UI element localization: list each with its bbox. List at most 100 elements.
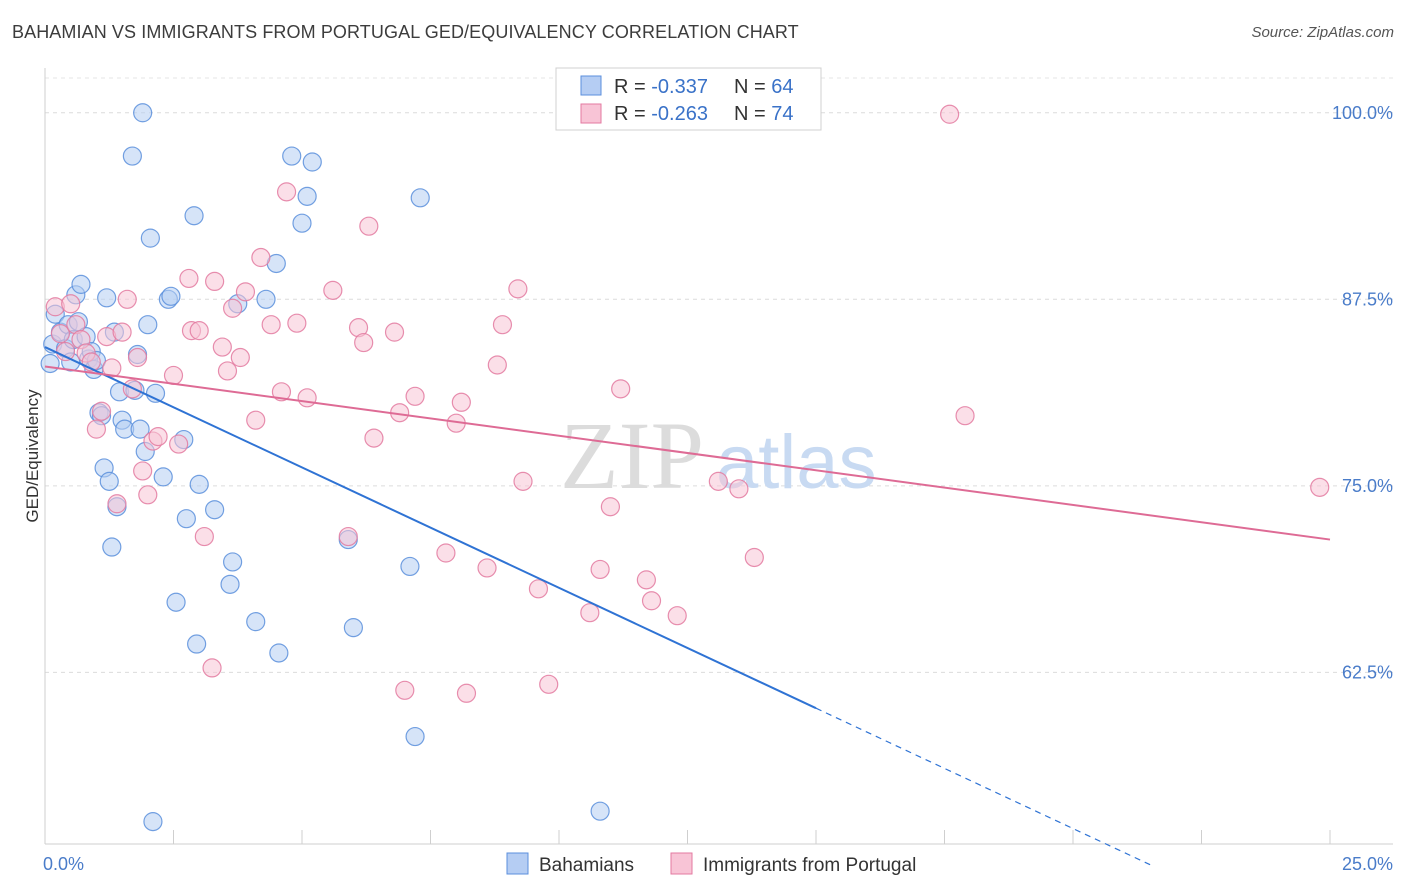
svg-text:R = -0.263: R = -0.263 bbox=[614, 103, 708, 125]
point-1-65 bbox=[611, 379, 631, 399]
point-1-47 bbox=[384, 322, 405, 342]
point-0-0 bbox=[40, 353, 60, 374]
point-1-20 bbox=[148, 427, 168, 447]
point-1-31 bbox=[223, 298, 243, 318]
x-tick-label-1: 25.0% bbox=[1342, 854, 1393, 874]
point-1-70 bbox=[729, 479, 749, 499]
point-1-17 bbox=[133, 461, 153, 481]
point-1-30 bbox=[217, 361, 238, 381]
y-tick-label-3: 100.0% bbox=[1332, 103, 1393, 123]
point-0-20 bbox=[99, 471, 119, 491]
axes bbox=[44, 68, 1393, 845]
point-0-40 bbox=[166, 592, 186, 612]
point-1-26 bbox=[194, 526, 214, 547]
svg-text:R = -0.337: R = -0.337 bbox=[614, 76, 708, 98]
point-1-57 bbox=[492, 315, 513, 335]
point-1-8 bbox=[86, 419, 107, 439]
point-1-41 bbox=[338, 526, 358, 547]
point-0-63 bbox=[590, 801, 610, 821]
point-1-9 bbox=[91, 401, 112, 421]
stats-r-bahamians: -0.337 bbox=[651, 76, 708, 98]
point-1-21 bbox=[163, 365, 184, 386]
point-1-49 bbox=[395, 680, 415, 700]
point-0-37 bbox=[153, 467, 173, 487]
point-0-48 bbox=[223, 552, 243, 572]
point-0-42 bbox=[176, 509, 196, 529]
point-1-72 bbox=[940, 104, 960, 124]
x-tick-label-0: 0.0% bbox=[43, 854, 84, 874]
stats-legend-swatch-bahamians bbox=[580, 75, 602, 96]
y-axis-label: GED/Equivalency bbox=[23, 389, 42, 523]
point-1-62 bbox=[580, 603, 600, 623]
point-1-32 bbox=[230, 347, 250, 368]
point-1-40 bbox=[297, 388, 317, 408]
point-0-43 bbox=[184, 206, 204, 226]
point-0-53 bbox=[269, 643, 289, 663]
point-0-27 bbox=[122, 146, 142, 166]
point-0-31 bbox=[133, 103, 153, 123]
point-1-16 bbox=[127, 347, 148, 368]
point-1-36 bbox=[261, 315, 281, 335]
point-1-34 bbox=[246, 410, 266, 430]
point-1-69 bbox=[708, 471, 728, 491]
point-0-33 bbox=[138, 315, 158, 335]
series-portugal-points bbox=[45, 104, 1330, 703]
point-0-61 bbox=[405, 726, 425, 747]
stats-legend-swatch-portugal bbox=[580, 103, 602, 124]
point-0-51 bbox=[256, 289, 276, 309]
point-1-35 bbox=[251, 247, 271, 268]
point-1-68 bbox=[667, 606, 687, 626]
watermark-zip: ZIP bbox=[560, 402, 704, 509]
stats-n-portugal: 74 bbox=[771, 103, 793, 125]
point-1-67 bbox=[641, 591, 662, 611]
svg-text:N = 74: N = 74 bbox=[734, 103, 794, 125]
point-1-25 bbox=[189, 321, 209, 341]
point-1-73 bbox=[955, 406, 975, 426]
point-1-54 bbox=[456, 683, 477, 703]
point-1-45 bbox=[359, 216, 379, 236]
point-1-46 bbox=[364, 428, 384, 448]
point-0-21 bbox=[102, 537, 122, 557]
point-1-18 bbox=[138, 485, 158, 505]
legend-swatch-bahamians bbox=[506, 852, 529, 875]
point-1-38 bbox=[276, 182, 297, 202]
point-1-61 bbox=[539, 674, 559, 694]
point-1-74 bbox=[1310, 477, 1330, 497]
point-1-27 bbox=[202, 658, 222, 678]
point-1-55 bbox=[477, 558, 497, 578]
point-1-37 bbox=[271, 382, 292, 402]
trend-line-bahamians-extension bbox=[815, 707, 1151, 866]
point-1-29 bbox=[212, 337, 232, 357]
point-1-56 bbox=[487, 355, 507, 375]
point-0-19 bbox=[97, 288, 117, 308]
legend-label-bahamians: Bahamians bbox=[539, 855, 634, 876]
point-1-23 bbox=[179, 268, 199, 289]
point-1-39 bbox=[287, 313, 307, 333]
stats-n-bahamians: 64 bbox=[771, 76, 793, 98]
stats-n-label-bahamians: N = bbox=[734, 76, 771, 98]
chart-title: BAHAMIAN VS IMMIGRANTS FROM PORTUGAL GED… bbox=[12, 22, 799, 42]
point-1-28 bbox=[205, 271, 225, 291]
svg-text:N = 64: N = 64 bbox=[734, 76, 794, 98]
trend-line-bahamians bbox=[44, 346, 817, 710]
watermark: ZIP atlas bbox=[560, 402, 877, 509]
stats-legend: R = -0.337 N = 64 R = -0.263 N = 74 bbox=[555, 67, 822, 131]
gridlines bbox=[45, 77, 1393, 673]
stats-n-label-portugal: N = bbox=[734, 103, 771, 125]
stats-r-label-portugal: R = bbox=[614, 103, 651, 125]
point-0-35 bbox=[143, 812, 163, 832]
point-0-60 bbox=[400, 556, 420, 577]
point-0-55 bbox=[292, 213, 312, 233]
point-0-46 bbox=[205, 500, 225, 520]
legend-swatch-portugal bbox=[670, 852, 693, 875]
axis-labels: 62.5% 75.0% 87.5% 100.0% 0.0% 25.0% GED/Equiva… bbox=[23, 103, 1393, 874]
point-0-34 bbox=[140, 228, 160, 248]
point-0-50 bbox=[246, 612, 266, 632]
point-1-44 bbox=[354, 332, 374, 353]
y-tick-label-0: 62.5% bbox=[1342, 662, 1393, 682]
series-legend: Bahamians Immigrants from Portugal bbox=[506, 852, 916, 876]
stats-r-label-bahamians: R = bbox=[614, 76, 651, 98]
point-1-22 bbox=[169, 434, 189, 454]
point-1-64 bbox=[600, 497, 621, 517]
trend-line-portugal bbox=[44, 365, 1331, 541]
